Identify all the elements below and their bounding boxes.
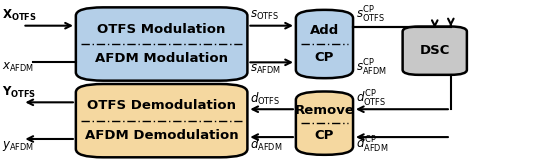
Text: AFDM Demodulation: AFDM Demodulation <box>85 129 239 142</box>
Text: Remove: Remove <box>294 104 354 117</box>
Text: $d_\mathrm{AFDM}$: $d_\mathrm{AFDM}$ <box>250 137 282 153</box>
FancyBboxPatch shape <box>296 92 353 155</box>
Text: $d_\mathrm{OTFS}$: $d_\mathrm{OTFS}$ <box>250 91 281 107</box>
Text: $s^\mathrm{CP}_\mathrm{AFDM}$: $s^\mathrm{CP}_\mathrm{AFDM}$ <box>356 58 387 78</box>
Text: $s_\mathrm{OTFS}$: $s_\mathrm{OTFS}$ <box>250 9 279 22</box>
FancyBboxPatch shape <box>402 27 467 75</box>
Text: AFDM Modulation: AFDM Modulation <box>95 52 228 65</box>
Text: Add: Add <box>310 24 339 37</box>
Text: $x_\mathrm{AFDM}$: $x_\mathrm{AFDM}$ <box>2 61 34 74</box>
FancyBboxPatch shape <box>76 7 247 81</box>
Text: $\mathbf{Y}_\mathbf{OTFS}$: $\mathbf{Y}_\mathbf{OTFS}$ <box>2 85 36 100</box>
FancyBboxPatch shape <box>296 10 353 78</box>
Text: DSC: DSC <box>419 44 450 57</box>
Text: $s_\mathrm{AFDM}$: $s_\mathrm{AFDM}$ <box>250 62 281 76</box>
Text: $\mathbf{X}_\mathbf{OTFS}$: $\mathbf{X}_\mathbf{OTFS}$ <box>2 8 37 23</box>
Text: $s^\mathrm{CP}_\mathrm{OTFS}$: $s^\mathrm{CP}_\mathrm{OTFS}$ <box>356 5 385 25</box>
Text: $y_\mathrm{AFDM}$: $y_\mathrm{AFDM}$ <box>2 139 34 153</box>
Text: OTFS Modulation: OTFS Modulation <box>97 23 226 36</box>
Text: CP: CP <box>315 129 334 142</box>
Text: OTFS Demodulation: OTFS Demodulation <box>87 99 236 113</box>
Text: CP: CP <box>315 51 334 64</box>
Text: $d^\mathrm{CP}_\mathrm{OTFS}$: $d^\mathrm{CP}_\mathrm{OTFS}$ <box>356 89 386 109</box>
Text: $d^\mathrm{CP}_\mathrm{AFDM}$: $d^\mathrm{CP}_\mathrm{AFDM}$ <box>356 135 388 155</box>
FancyBboxPatch shape <box>76 84 247 157</box>
